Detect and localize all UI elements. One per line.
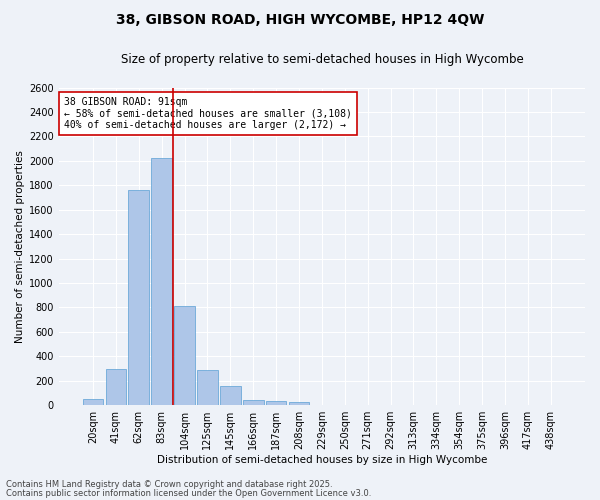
Bar xyxy=(106,369,126,405)
Text: 38 GIBSON ROAD: 91sqm
← 58% of semi-detached houses are smaller (3,108)
40% of s: 38 GIBSON ROAD: 91sqm ← 58% of semi-deta… xyxy=(64,97,352,130)
Bar xyxy=(151,158,172,405)
Y-axis label: Number of semi-detached properties: Number of semi-detached properties xyxy=(15,150,25,343)
X-axis label: Distribution of semi-detached houses by size in High Wycombe: Distribution of semi-detached houses by … xyxy=(157,455,487,465)
Bar xyxy=(266,401,286,405)
Bar xyxy=(289,402,309,405)
Text: Contains public sector information licensed under the Open Government Licence v3: Contains public sector information licen… xyxy=(6,488,371,498)
Text: Contains HM Land Registry data © Crown copyright and database right 2025.: Contains HM Land Registry data © Crown c… xyxy=(6,480,332,489)
Bar xyxy=(83,399,103,405)
Bar xyxy=(220,386,241,405)
Bar xyxy=(128,190,149,405)
Bar xyxy=(197,370,218,405)
Bar xyxy=(243,400,263,405)
Text: 38, GIBSON ROAD, HIGH WYCOMBE, HP12 4QW: 38, GIBSON ROAD, HIGH WYCOMBE, HP12 4QW xyxy=(116,12,484,26)
Title: Size of property relative to semi-detached houses in High Wycombe: Size of property relative to semi-detach… xyxy=(121,52,523,66)
Bar xyxy=(174,306,195,405)
